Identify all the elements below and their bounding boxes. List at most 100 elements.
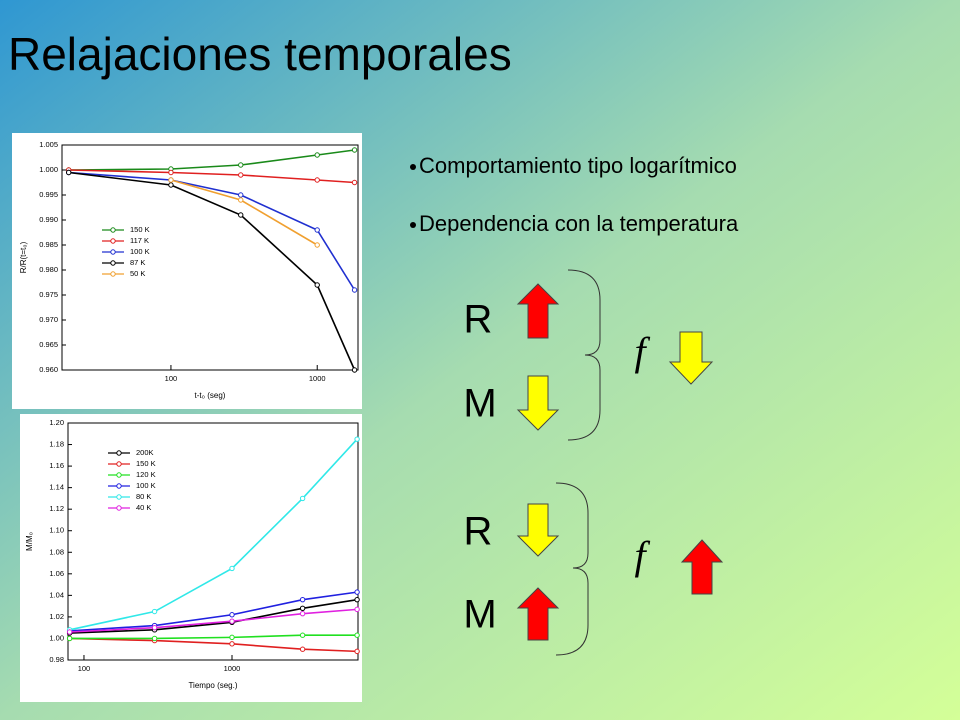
data-point	[299, 610, 306, 617]
arrow-down	[668, 331, 714, 385]
legend-label: 200K	[136, 448, 154, 457]
data-point	[351, 147, 358, 153]
legend-label: 80 K	[136, 492, 151, 501]
y-tick-label: 0.98	[49, 655, 64, 664]
legend-label: 50 K	[130, 269, 145, 278]
plot-frame	[61, 144, 359, 371]
legend-marker	[110, 260, 116, 266]
y-tick-label: 0.980	[39, 265, 58, 274]
data-point	[351, 179, 358, 186]
brace	[567, 269, 601, 441]
legend-marker	[116, 505, 122, 511]
y-tick-label: 1.14	[49, 483, 64, 492]
y-tick-label: 0.995	[39, 190, 58, 199]
chart-panel	[12, 133, 362, 409]
arrow-down	[516, 375, 560, 431]
data-point	[354, 632, 360, 638]
legend-marker	[116, 483, 122, 489]
x-tick-label: 1000	[224, 664, 241, 673]
legend-marker	[110, 238, 116, 244]
data-point	[314, 227, 320, 233]
data-point	[66, 635, 73, 642]
x-axis-label: Tiempo (seg.)	[188, 681, 237, 690]
y-tick-label: 0.970	[39, 315, 58, 324]
arrow-down	[516, 503, 560, 557]
y-tick-label: 0.965	[39, 340, 58, 349]
bullet-text: Dependencia con la temperatura	[419, 211, 739, 236]
data-point	[238, 212, 244, 218]
data-point	[299, 495, 306, 502]
y-tick-label: 1.16	[49, 461, 64, 470]
y-tick-label: 1.000	[39, 165, 58, 174]
data-point	[229, 634, 235, 641]
legend-marker	[116, 461, 122, 467]
data-point	[151, 624, 158, 631]
data-point	[238, 192, 244, 198]
x-tick-label: 100	[165, 374, 178, 383]
bullet	[410, 222, 416, 228]
legend-label: 150 K	[130, 225, 150, 234]
y-tick-label: 0.990	[39, 215, 58, 224]
bullet	[410, 164, 416, 170]
arrow-up	[516, 283, 560, 339]
y-tick-label: 1.20	[49, 418, 64, 427]
data-point	[151, 635, 158, 642]
y-tick-label: 1.10	[49, 526, 64, 535]
legend-marker	[116, 450, 122, 456]
data-point	[354, 589, 360, 595]
y-tick-label: 1.18	[49, 440, 64, 449]
data-point	[168, 182, 174, 188]
legend-label: 40 K	[136, 503, 151, 512]
y-tick-label: 1.02	[49, 612, 64, 621]
plot-frame	[67, 422, 359, 661]
data-point	[238, 172, 244, 178]
data-point	[229, 565, 235, 572]
legend-label: 117 K	[130, 236, 149, 245]
y-tick-label: 0.975	[39, 290, 58, 299]
data-point	[229, 618, 235, 624]
y-tick-label: 1.08	[49, 547, 64, 556]
data-point	[314, 242, 320, 248]
legend-marker	[116, 472, 122, 478]
legend-marker	[110, 227, 116, 233]
data-point	[168, 177, 174, 183]
legend-marker	[110, 271, 116, 277]
x-axis-label: t-t₀ (seg)	[195, 391, 226, 400]
data-point	[66, 629, 73, 635]
x-tick-label: 1000	[309, 374, 326, 383]
legend-label: 100 K	[136, 481, 156, 490]
y-tick-label: 1.06	[49, 569, 64, 578]
data-point	[299, 632, 306, 638]
legend-label: 120 K	[136, 470, 156, 479]
data-point	[314, 282, 320, 288]
data-point	[65, 169, 72, 176]
chart-panel	[20, 414, 362, 702]
data-point	[314, 177, 320, 183]
data-point	[229, 612, 235, 618]
label: M	[463, 593, 496, 637]
data-point	[354, 606, 360, 613]
label: R	[464, 298, 493, 342]
data-point	[168, 169, 174, 176]
bullet-text: Comportamiento tipo logarítmico	[419, 153, 737, 178]
legend-marker	[116, 494, 122, 500]
legend-marker	[110, 249, 116, 255]
slide-title: Relajaciones temporales	[8, 28, 512, 80]
data-point	[351, 367, 358, 373]
y-tick-label: 0.985	[39, 240, 58, 249]
legend-label: 150 K	[136, 459, 156, 468]
y-tick-label: 1.005	[39, 140, 58, 149]
data-point	[229, 641, 235, 647]
data-point	[354, 436, 360, 442]
y-tick-label: 1.00	[49, 633, 64, 642]
y-tick-label: 0.960	[39, 365, 58, 374]
arrow-up	[680, 539, 724, 595]
data-point	[238, 162, 244, 168]
x-tick-label: 100	[78, 664, 91, 673]
y-axis-label: R/R(t=t₀)	[19, 241, 28, 273]
data-point	[354, 648, 360, 655]
label: R	[464, 510, 493, 554]
data-point	[354, 596, 360, 603]
label: M	[463, 382, 496, 426]
